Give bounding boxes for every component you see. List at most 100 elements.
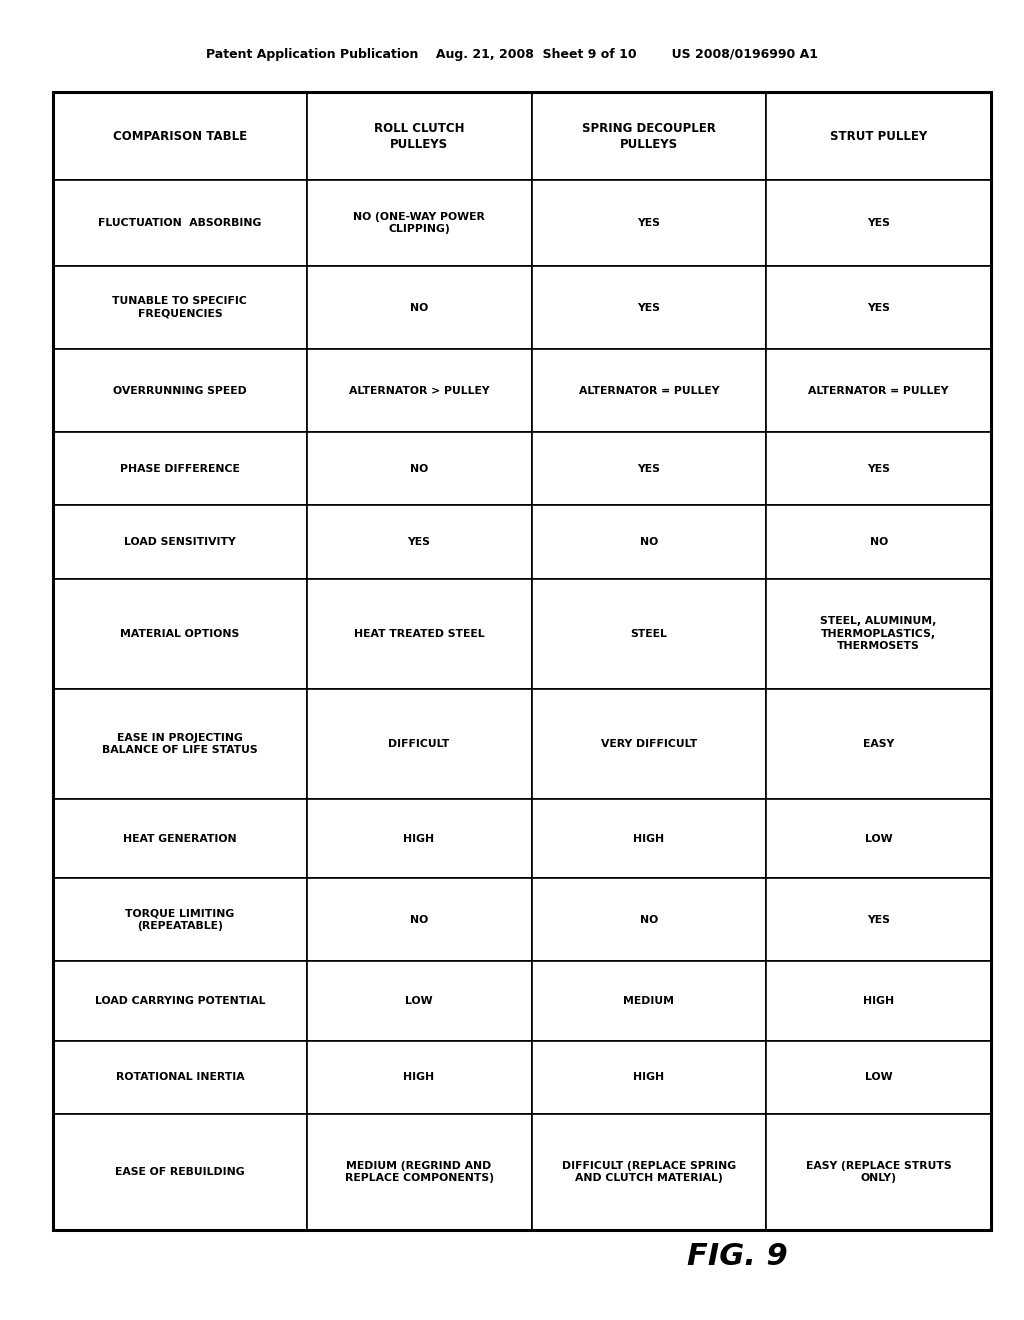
Bar	[766, 878, 991, 961]
Text: YES: YES	[637, 463, 660, 474]
Bar	[531, 92, 766, 181]
Bar	[766, 92, 991, 181]
Text: YES: YES	[408, 537, 430, 548]
Text: NO: NO	[640, 537, 658, 548]
Bar	[306, 506, 531, 579]
Text: ALTERNATOR = PULLEY: ALTERNATOR = PULLEY	[579, 385, 719, 396]
Text: NO: NO	[410, 463, 428, 474]
Bar	[53, 92, 991, 1230]
Text: NO (ONE-WAY POWER
CLIPPING): NO (ONE-WAY POWER CLIPPING)	[353, 213, 485, 235]
Bar	[531, 432, 766, 506]
Text: HIGH: HIGH	[633, 1072, 665, 1082]
Bar	[531, 689, 766, 799]
Bar	[766, 265, 991, 348]
Bar	[53, 799, 306, 878]
Text: HIGH: HIGH	[403, 1072, 434, 1082]
Text: MEDIUM (REGRIND AND
REPLACE COMPONENTS): MEDIUM (REGRIND AND REPLACE COMPONENTS)	[344, 1162, 494, 1184]
Bar	[53, 181, 306, 265]
Text: ALTERNATOR > PULLEY: ALTERNATOR > PULLEY	[349, 385, 489, 396]
Text: LOW: LOW	[406, 997, 433, 1006]
Bar	[766, 348, 991, 432]
Bar	[306, 181, 531, 265]
Text: NO: NO	[410, 302, 428, 313]
Text: LOAD CARRYING POTENTIAL: LOAD CARRYING POTENTIAL	[94, 997, 265, 1006]
Text: EASY: EASY	[863, 739, 894, 748]
Bar	[531, 579, 766, 689]
Text: YES: YES	[867, 218, 890, 228]
Bar	[766, 579, 991, 689]
Bar	[766, 799, 991, 878]
Bar	[53, 689, 306, 799]
Bar	[766, 506, 991, 579]
Text: COMPARISON TABLE: COMPARISON TABLE	[113, 129, 247, 143]
Text: VERY DIFFICULT: VERY DIFFICULT	[601, 739, 697, 748]
Text: FLUCTUATION  ABSORBING: FLUCTUATION ABSORBING	[98, 218, 261, 228]
Text: LOAD SENSITIVITY: LOAD SENSITIVITY	[124, 537, 236, 548]
Bar	[306, 689, 531, 799]
Text: HIGH: HIGH	[633, 833, 665, 843]
Text: YES: YES	[867, 915, 890, 925]
Bar	[766, 432, 991, 506]
Bar	[53, 348, 306, 432]
Text: PHASE DIFFERENCE: PHASE DIFFERENCE	[120, 463, 240, 474]
Text: SPRING DECOUPLER
PULLEYS: SPRING DECOUPLER PULLEYS	[582, 121, 716, 150]
Bar	[766, 1040, 991, 1114]
Text: TUNABLE TO SPECIFIC
FREQUENCIES: TUNABLE TO SPECIFIC FREQUENCIES	[113, 296, 248, 318]
Text: EASE IN PROJECTING
BALANCE OF LIFE STATUS: EASE IN PROJECTING BALANCE OF LIFE STATU…	[102, 733, 258, 755]
Bar	[531, 506, 766, 579]
Text: FIG. 9: FIG. 9	[687, 1242, 787, 1271]
Bar	[766, 181, 991, 265]
Text: YES: YES	[867, 463, 890, 474]
Text: YES: YES	[637, 218, 660, 228]
Bar	[306, 1040, 531, 1114]
Bar	[766, 1114, 991, 1230]
Text: STRUT PULLEY: STRUT PULLEY	[830, 129, 928, 143]
Bar	[306, 878, 531, 961]
Text: NO: NO	[640, 915, 658, 925]
Bar	[53, 432, 306, 506]
Bar	[766, 689, 991, 799]
Text: LOW: LOW	[865, 833, 893, 843]
Text: HIGH: HIGH	[403, 833, 434, 843]
Bar	[53, 506, 306, 579]
Bar	[53, 92, 306, 181]
Bar	[306, 799, 531, 878]
Bar	[531, 265, 766, 348]
Text: ROTATIONAL INERTIA: ROTATIONAL INERTIA	[116, 1072, 244, 1082]
Text: NO: NO	[869, 537, 888, 548]
Text: DIFFICULT: DIFFICULT	[388, 739, 450, 748]
Bar	[306, 265, 531, 348]
Bar	[53, 265, 306, 348]
Bar	[766, 961, 991, 1040]
Text: TORQUE LIMITING
(REPEATABLE): TORQUE LIMITING (REPEATABLE)	[125, 908, 234, 931]
Bar	[531, 878, 766, 961]
Text: HEAT TREATED STEEL: HEAT TREATED STEEL	[353, 628, 484, 639]
Bar	[531, 1040, 766, 1114]
Bar	[53, 1040, 306, 1114]
Bar	[531, 961, 766, 1040]
Text: MATERIAL OPTIONS: MATERIAL OPTIONS	[120, 628, 240, 639]
Text: HIGH: HIGH	[863, 997, 894, 1006]
Text: STEEL: STEEL	[631, 628, 668, 639]
Text: EASY (REPLACE STRUTS
ONLY): EASY (REPLACE STRUTS ONLY)	[806, 1162, 951, 1184]
Text: STEEL, ALUMINUM,
THERMOPLASTICS,
THERMOSETS: STEEL, ALUMINUM, THERMOPLASTICS, THERMOS…	[820, 616, 937, 651]
Bar	[306, 432, 531, 506]
Text: ALTERNATOR = PULLEY: ALTERNATOR = PULLEY	[808, 385, 949, 396]
Text: EASE OF REBUILDING: EASE OF REBUILDING	[115, 1167, 245, 1177]
Bar	[53, 878, 306, 961]
Text: MEDIUM: MEDIUM	[624, 997, 675, 1006]
Bar	[306, 1114, 531, 1230]
Bar	[53, 579, 306, 689]
Bar	[306, 579, 531, 689]
Text: YES: YES	[867, 302, 890, 313]
Bar	[531, 799, 766, 878]
Bar	[306, 348, 531, 432]
Text: YES: YES	[637, 302, 660, 313]
Text: LOW: LOW	[865, 1072, 893, 1082]
Bar	[306, 961, 531, 1040]
Bar	[306, 92, 531, 181]
Text: HEAT GENERATION: HEAT GENERATION	[123, 833, 237, 843]
Bar	[531, 1114, 766, 1230]
Text: ROLL CLUTCH
PULLEYS: ROLL CLUTCH PULLEYS	[374, 121, 464, 150]
Text: NO: NO	[410, 915, 428, 925]
